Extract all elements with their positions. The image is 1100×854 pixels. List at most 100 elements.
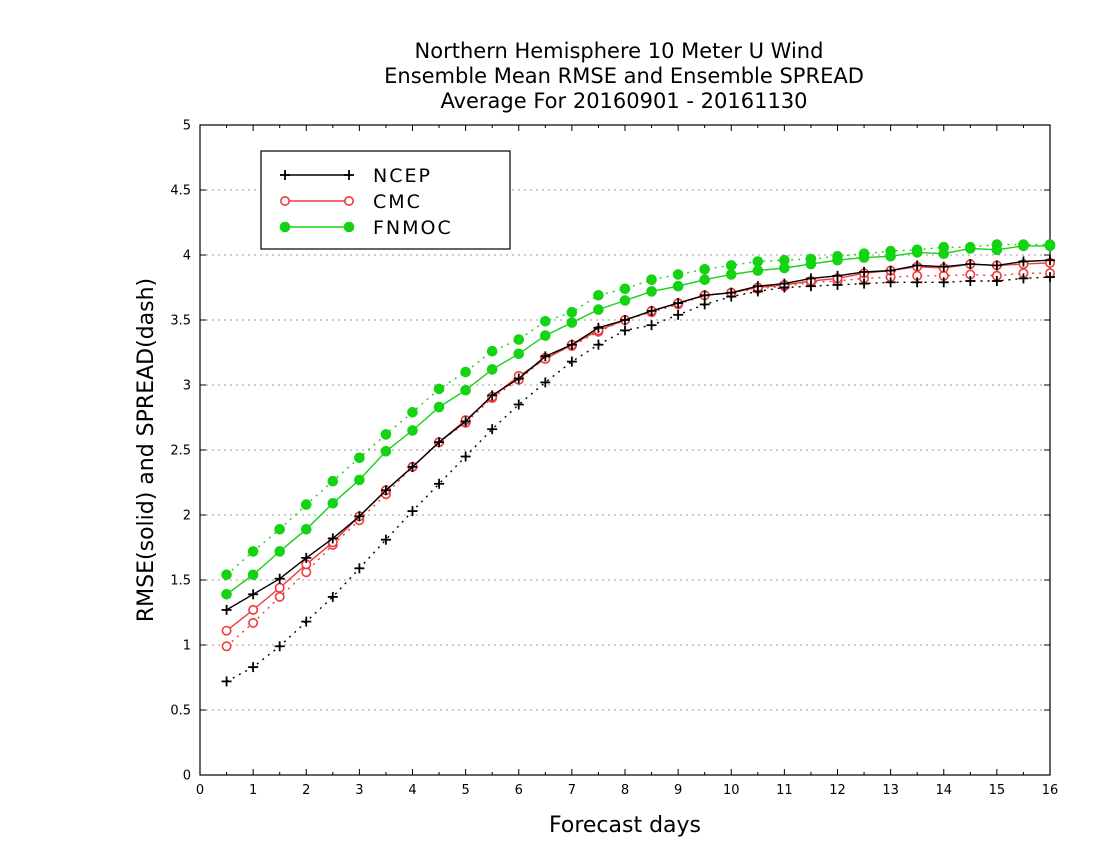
fnmoc-rmse-point-16 [646,286,657,297]
fnmoc-rmse-point-11 [513,348,525,360]
fnmoc-rmse-point-15 [619,295,631,306]
y-tick-label-4: 2 [183,509,191,524]
fnmoc-spread-point-4 [327,475,339,487]
title-line-3: Average For 20160901 - 20161130 [440,89,807,113]
ncep-rmse-point-22 [805,273,816,284]
fnmoc-rmse-point-7 [407,425,418,436]
fnmoc-rmse-point-6 [380,446,392,457]
legend: NCEP CMC FNMOC [260,150,511,250]
ncep-spread-point-25 [885,277,896,288]
y-tick-label-6: 3 [183,379,191,394]
fnmoc-rmse-point-3 [300,524,312,535]
ncep-rmse-point-20 [752,281,763,292]
ncep-spread-point-7 [407,506,418,517]
fnmoc-rmse-point-25 [885,250,896,262]
series-fnmoc [221,239,1056,600]
ncep-rmse-point-24 [859,266,870,277]
ncep-rmse-point-3 [301,552,312,563]
fnmoc-spread-point-9 [460,366,471,378]
ncep-spread-point-12 [540,377,551,388]
fnmoc-rmse-point-10 [486,364,498,375]
ncep-spread-point-2 [274,641,285,652]
ncep-rmse-point-19 [726,287,737,298]
ncep-spread-point-4 [327,591,338,602]
ncep-rmse-point-25 [885,265,896,276]
x-tick-label-0: 0 [196,783,204,798]
legend-marker-start-cmc [279,196,290,207]
ncep-spread-point-0 [221,676,232,687]
ncep-spread-point-30 [1018,273,1029,284]
fnmoc-spread-point-13 [566,306,578,318]
fnmoc-rmse-line [226,245,1050,595]
cmc-spread-line [226,272,1050,647]
legend-box [260,150,511,250]
legend-marker-end-ncep [344,170,354,180]
series-group [221,239,1056,687]
fnmoc-spread-point-6 [380,429,392,440]
y-tick-label-0: 0 [183,769,191,784]
y-tick-label-8: 4 [183,249,191,264]
fnmoc-spread-point-7 [407,407,418,418]
ncep-spread-point-14 [593,339,604,350]
series-cmc [221,257,1056,652]
fnmoc-rmse-point-24 [858,252,870,263]
fnmoc-spread-point-1 [247,546,259,557]
x-tick-label-8: 8 [621,783,629,798]
fnmoc-rmse-point-0 [221,589,232,600]
x-tick-label-10: 10 [723,783,740,798]
y-tick-label-9: 4.5 [170,184,191,199]
fnmoc-spread-point-14 [593,290,604,301]
fnmoc-rmse-point-30 [1018,240,1029,252]
fnmoc-rmse-point-9 [460,384,471,396]
fnmoc-rmse-point-29 [991,244,1003,256]
ncep-rmse-point-7 [407,461,418,472]
x-tick-label-3: 3 [355,783,363,798]
legend-marker-start-ncep [280,170,290,180]
ncep-spread-point-27 [938,277,949,288]
y-tick-label-2: 1 [183,639,191,654]
x-tick-label-1: 1 [249,783,257,798]
fnmoc-spread-point-0 [221,569,232,581]
ncep-spread-point-11 [513,399,524,410]
fnmoc-spread-point-16 [646,274,657,286]
ncep-rmse-point-9 [460,416,471,427]
fnmoc-spread-point-12 [540,316,551,327]
ncep-rmse-point-16 [646,305,657,316]
ncep-spread-point-15 [620,325,630,336]
ncep-rmse-point-6 [380,485,391,496]
ncep-rmse-point-23 [832,270,843,281]
ncep-rmse-point-8 [434,437,445,448]
ncep-rmse-point-2 [274,573,285,584]
ncep-spread-point-28 [965,276,976,286]
fnmoc-rmse-point-21 [779,262,790,274]
fnmoc-rmse-point-12 [540,330,551,341]
fnmoc-spread-point-18 [699,264,710,275]
ncep-rmse-point-4 [327,533,338,544]
ncep-rmse-point-1 [248,589,259,600]
ncep-rmse-point-30 [1018,256,1029,267]
legend-label-ncep: NCEP [373,165,432,187]
x-tick-label-16: 16 [1042,783,1059,798]
ncep-spread-point-26 [912,277,923,288]
y-tick-label-1: 0.5 [170,704,191,719]
ncep-spread-point-8 [434,478,445,489]
y-tick-label-5: 2.5 [170,444,191,459]
title-line-2: Ensemble Mean RMSE and Ensemble SPREAD [384,64,864,88]
cmc-spread-point-0 [221,641,232,652]
x-tick-label-9: 9 [674,783,682,798]
ncep-rmse-point-31 [1045,255,1055,266]
title-line-1: Northern Hemisphere 10 Meter U Wind [415,39,824,63]
fnmoc-rmse-point-8 [433,401,445,413]
fnmoc-spread-point-3 [300,499,312,510]
fnmoc-spread-point-20 [752,256,764,267]
ncep-rmse-point-5 [354,511,365,522]
fnmoc-rmse-point-20 [752,265,764,276]
ncep-rmse-point-14 [593,322,604,333]
fnmoc-spread-point-10 [486,345,498,357]
cmc-spread-point-2 [274,591,285,602]
ncep-rmse-point-26 [912,260,923,271]
fnmoc-rmse-point-26 [911,247,923,258]
ncep-rmse-point-10 [487,390,498,401]
legend-item-fnmoc: FNMOC [279,217,451,239]
